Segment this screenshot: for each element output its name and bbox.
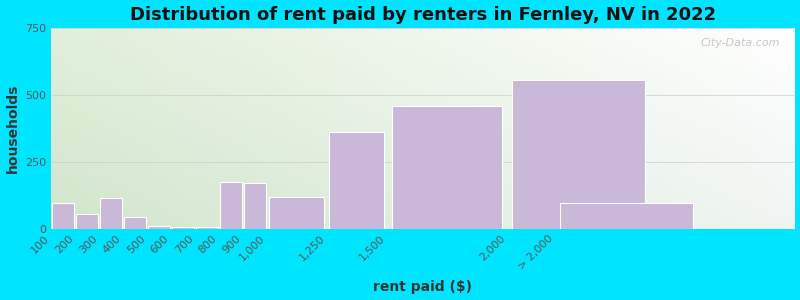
Bar bbox=[391, 106, 502, 229]
Text: City-Data.com: City-Data.com bbox=[700, 38, 779, 48]
Bar bbox=[270, 197, 325, 229]
Y-axis label: households: households bbox=[6, 84, 19, 173]
Bar bbox=[148, 226, 170, 229]
Bar bbox=[100, 198, 122, 229]
Bar bbox=[196, 227, 218, 229]
Bar bbox=[76, 214, 98, 229]
Bar bbox=[220, 182, 242, 229]
Bar bbox=[172, 227, 194, 229]
Bar bbox=[244, 183, 266, 229]
Bar bbox=[52, 203, 74, 229]
Title: Distribution of rent paid by renters in Fernley, NV in 2022: Distribution of rent paid by renters in … bbox=[130, 6, 716, 24]
Bar bbox=[124, 217, 146, 229]
Bar bbox=[330, 132, 385, 229]
Bar bbox=[561, 203, 693, 229]
Bar bbox=[513, 80, 645, 229]
X-axis label: rent paid ($): rent paid ($) bbox=[374, 280, 472, 294]
